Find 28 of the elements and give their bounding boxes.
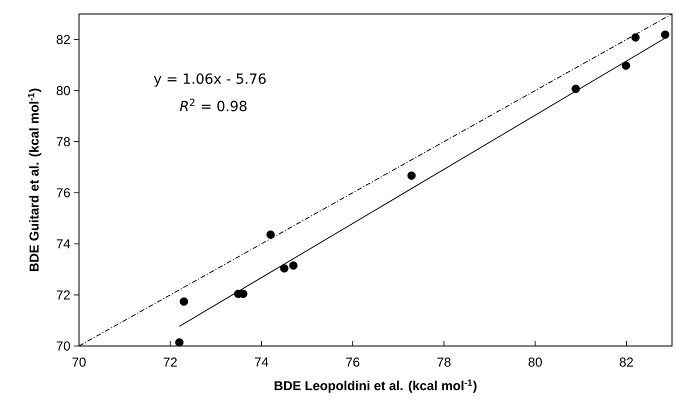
x-tick-label: 70 <box>72 358 86 367</box>
point <box>407 171 416 180</box>
point <box>660 30 670 39</box>
point <box>289 261 298 270</box>
y-tick-label: 70 <box>56 341 70 351</box>
point <box>622 61 630 70</box>
y-tick-label: 82 <box>56 34 70 44</box>
x-tick-label: 78 <box>437 358 451 367</box>
point <box>180 297 188 306</box>
x-axis-title: BDE Leopoldini et al. (kcal mol$^{-1}$) <box>274 380 477 393</box>
y-tick-label: 74 <box>56 239 70 248</box>
point <box>175 338 184 347</box>
x-tick-label: 72 <box>164 358 177 367</box>
x-tick-label: 76 <box>346 358 360 367</box>
point <box>280 264 288 273</box>
point <box>631 33 640 42</box>
annotation: y = 1.06x - 5.76 <box>154 73 266 87</box>
annotation: R$^{2}$ = 0.98 <box>180 98 247 112</box>
y-tick-label: 72 <box>56 290 70 300</box>
x-tick-label: 82 <box>620 358 633 367</box>
point <box>572 84 580 94</box>
y-axis-title: BDE Guitard et al. (kcal mol$^{-1}$) <box>28 88 42 272</box>
y-tick-label: 76 <box>56 188 70 198</box>
x-tick-label: 74 <box>254 358 268 366</box>
point <box>266 230 275 239</box>
y-tick-label: 78 <box>56 137 70 146</box>
y-tick-label: 80 <box>56 86 70 96</box>
x-tick-label: 80 <box>528 358 542 367</box>
